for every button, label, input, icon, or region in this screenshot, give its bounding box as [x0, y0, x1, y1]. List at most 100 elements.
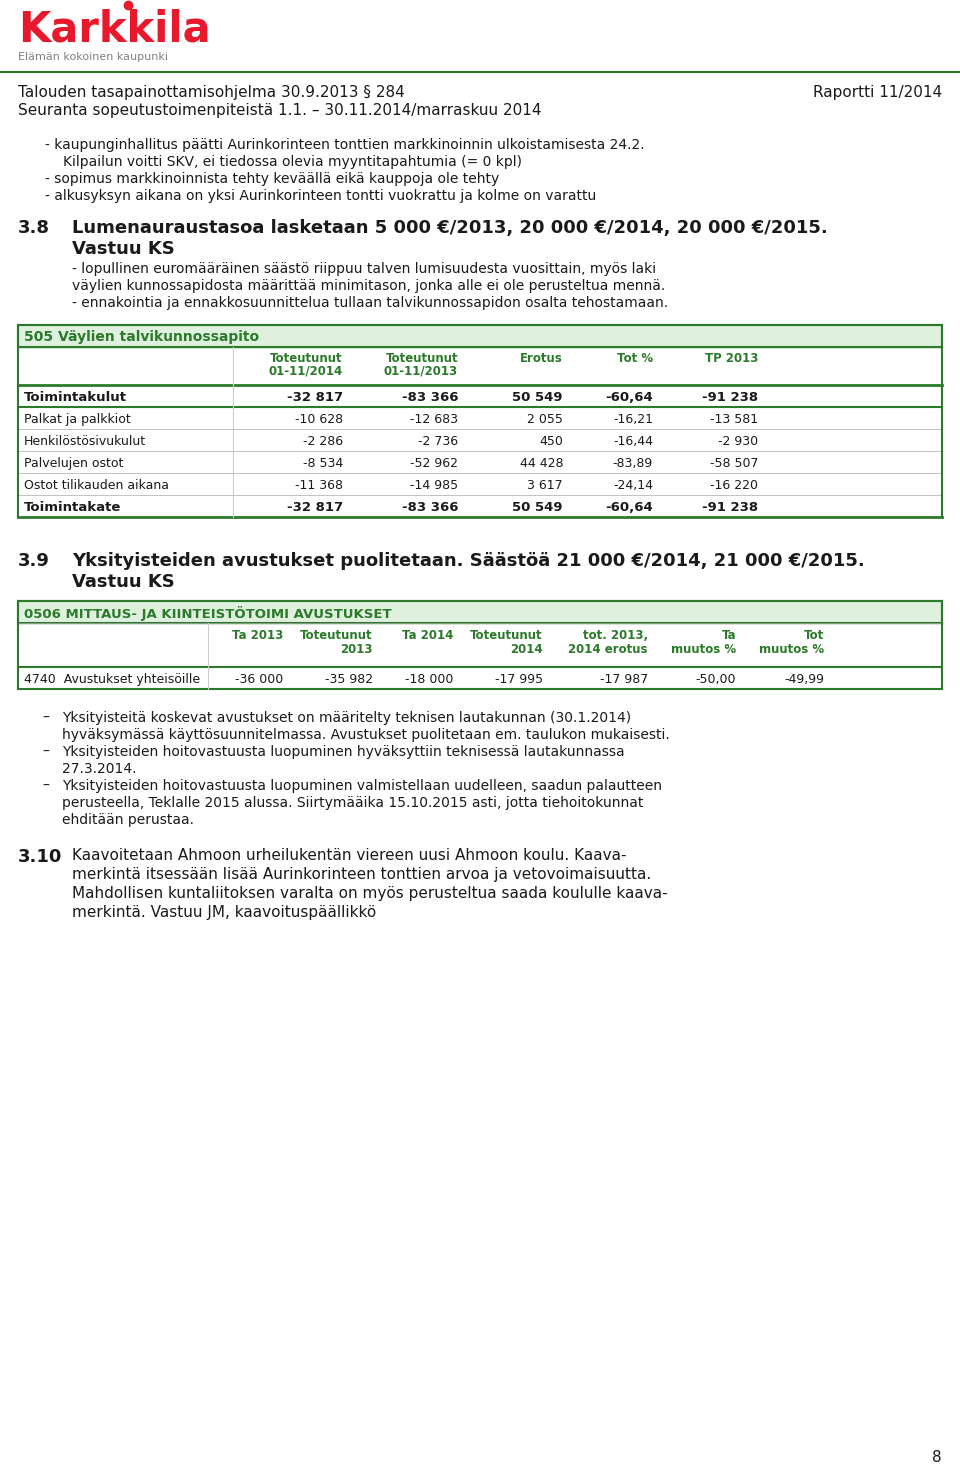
Text: -91 238: -91 238 [702, 501, 758, 514]
Text: tot. 2013,: tot. 2013, [583, 628, 648, 642]
Text: Yksityisteiden avustukset puolitetaan. Säästöä 21 000 €/2014, 21 000 €/2015.: Yksityisteiden avustukset puolitetaan. S… [72, 552, 865, 570]
Bar [18, 324, 942, 346]
Text: 2014: 2014 [511, 643, 543, 656]
Text: Yksityisteiden hoitovastuusta luopuminen hyväksyttiin teknisessä lautakunnassa: Yksityisteiden hoitovastuusta luopuminen… [62, 744, 625, 759]
Text: TP 2013: TP 2013 [705, 352, 758, 366]
Text: Tot %: Tot % [617, 352, 653, 366]
Text: muutos %: muutos % [671, 643, 736, 656]
Text: -60,64: -60,64 [605, 501, 653, 514]
Bar [18, 622, 942, 666]
Text: -83,89: -83,89 [612, 457, 653, 470]
Text: - sopimus markkinoinnista tehty keväällä eikä kauppoja ole tehty: - sopimus markkinoinnista tehty keväällä… [45, 172, 499, 186]
Text: Yksityisteiden hoitovastuusta luopuminen valmistellaan uudelleen, saadun palautt: Yksityisteiden hoitovastuusta luopuminen… [62, 780, 662, 793]
Text: 3.10: 3.10 [18, 849, 62, 866]
Bar [18, 495, 942, 517]
Text: –: – [42, 780, 49, 793]
Text: Ostot tilikauden aikana: Ostot tilikauden aikana [24, 479, 169, 492]
Text: 0506 MITTAUS- JA KIINTEISTÖTOIMI AVUSTUKSET: 0506 MITTAUS- JA KIINTEISTÖTOIMI AVUSTUK… [24, 606, 392, 621]
Text: 50 549: 50 549 [513, 501, 563, 514]
Text: - kaupunginhallitus päätti Aurinkorinteen tonttien markkinoinnin ulkoistamisesta: - kaupunginhallitus päätti Aurinkorintee… [45, 138, 644, 153]
Text: -91 238: -91 238 [702, 390, 758, 404]
Bar [18, 666, 942, 688]
Text: 50 549: 50 549 [513, 390, 563, 404]
Text: -2 736: -2 736 [418, 435, 458, 448]
Text: 2014 erotus: 2014 erotus [568, 643, 648, 656]
Text: Karkkila: Karkkila [18, 7, 210, 50]
Text: Seuranta sopeutustoimenpiteistä 1.1. – 30.11.2014/marraskuu 2014: Seuranta sopeutustoimenpiteistä 1.1. – 3… [18, 103, 541, 117]
Text: Toimintakulut: Toimintakulut [24, 390, 127, 404]
Text: - ennakointia ja ennakkosuunnittelua tullaan talvikunnossapidon osalta tehostama: - ennakointia ja ennakkosuunnittelua tul… [72, 297, 668, 310]
Text: Lumenauraustasoa lasketaan 5 000 €/2013, 20 000 €/2014, 20 000 €/2015.: Lumenauraustasoa lasketaan 5 000 €/2013,… [72, 219, 828, 236]
Text: -16,21: -16,21 [613, 413, 653, 426]
Text: Toteutunut: Toteutunut [271, 352, 343, 366]
Text: -52 962: -52 962 [410, 457, 458, 470]
Text: Vastuu KS: Vastuu KS [72, 573, 175, 592]
Text: –: – [42, 711, 49, 725]
Text: Ta 2013: Ta 2013 [231, 628, 283, 642]
Text: Toteutunut: Toteutunut [470, 628, 543, 642]
Text: Kilpailun voitti SKV, ei tiedossa olevia myyntitapahtumia (= 0 kpl): Kilpailun voitti SKV, ei tiedossa olevia… [63, 156, 522, 169]
Text: -83 366: -83 366 [401, 501, 458, 514]
Bar [18, 346, 942, 385]
Text: merkintä itsessään lisää Aurinkorinteen tonttien arvoa ja vetovoimaisuutta.: merkintä itsessään lisää Aurinkorinteen … [72, 868, 651, 882]
Text: 2013: 2013 [341, 643, 373, 656]
Text: -83 366: -83 366 [401, 390, 458, 404]
Text: 4740  Avustukset yhteisöille: 4740 Avustukset yhteisöille [24, 672, 200, 686]
Text: Elämän kokoinen kaupunki: Elämän kokoinen kaupunki [18, 51, 168, 62]
Text: Talouden tasapainottamisohjelma 30.9.2013 § 284: Talouden tasapainottamisohjelma 30.9.201… [18, 85, 405, 100]
Text: Toimintakate: Toimintakate [24, 501, 121, 514]
Text: Ta: Ta [721, 628, 736, 642]
Text: Palvelujen ostot: Palvelujen ostot [24, 457, 124, 470]
Text: 27.3.2014.: 27.3.2014. [62, 762, 136, 777]
Text: Henkilöstösivukulut: Henkilöstösivukulut [24, 435, 146, 448]
Text: 3 617: 3 617 [527, 479, 563, 492]
Text: -49,99: -49,99 [784, 672, 824, 686]
Bar [18, 429, 942, 451]
Text: –: – [42, 744, 49, 759]
Text: merkintä. Vastuu JM, kaavoituspäällikkö: merkintä. Vastuu JM, kaavoituspäällikkö [72, 904, 376, 920]
Text: Mahdollisen kuntaliitoksen varalta on myös perusteltua saada koululle kaava-: Mahdollisen kuntaliitoksen varalta on my… [72, 887, 667, 901]
Text: -16,44: -16,44 [613, 435, 653, 448]
Text: -11 368: -11 368 [295, 479, 343, 492]
Text: 44 428: 44 428 [519, 457, 563, 470]
Text: 01-11/2013: 01-11/2013 [384, 366, 458, 377]
Text: Yksityisteitä koskevat avustukset on määritelty teknisen lautakunnan (30.1.2014): Yksityisteitä koskevat avustukset on mää… [62, 711, 631, 725]
Text: -17 987: -17 987 [600, 672, 648, 686]
Text: hyväksymässä käyttösuunnitelmassa. Avustukset puolitetaan em. taulukon mukaisest: hyväksymässä käyttösuunnitelmassa. Avust… [62, 728, 670, 741]
Text: Kaavoitetaan Ahmoon urheilukentän viereen uusi Ahmoon koulu. Kaava-: Kaavoitetaan Ahmoon urheilukentän vieree… [72, 849, 627, 863]
Text: -10 628: -10 628 [295, 413, 343, 426]
Text: Ta 2014: Ta 2014 [401, 628, 453, 642]
Text: -18 000: -18 000 [404, 672, 453, 686]
Text: -60,64: -60,64 [605, 390, 653, 404]
Text: Raportti 11/2014: Raportti 11/2014 [813, 85, 942, 100]
Text: 505 Väylien talvikunnossapito: 505 Väylien talvikunnossapito [24, 330, 259, 344]
Text: - lopullinen euromääräinen säästö riippuu talven lumisuudesta vuosittain, myös l: - lopullinen euromääräinen säästö riippu… [72, 261, 656, 276]
Text: -24,14: -24,14 [613, 479, 653, 492]
Text: -8 534: -8 534 [302, 457, 343, 470]
Bar [18, 451, 942, 473]
Text: Toteutunut: Toteutunut [300, 628, 373, 642]
Text: muutos %: muutos % [758, 643, 824, 656]
Bar [18, 600, 942, 622]
Text: Tot: Tot [804, 628, 824, 642]
Text: - alkusyksyn aikana on yksi Aurinkorinteen tontti vuokrattu ja kolme on varattu: - alkusyksyn aikana on yksi Aurinkorinte… [45, 189, 596, 203]
Text: -13 581: -13 581 [709, 413, 758, 426]
Text: Vastuu KS: Vastuu KS [72, 239, 175, 258]
Text: -32 817: -32 817 [287, 390, 343, 404]
Text: -17 995: -17 995 [494, 672, 543, 686]
Text: -14 985: -14 985 [410, 479, 458, 492]
Text: 2 055: 2 055 [527, 413, 563, 426]
Bar [18, 473, 942, 495]
Text: -16 220: -16 220 [710, 479, 758, 492]
Text: -58 507: -58 507 [709, 457, 758, 470]
Text: 01-11/2014: 01-11/2014 [269, 366, 343, 377]
Text: -2 286: -2 286 [302, 435, 343, 448]
Text: 450: 450 [540, 435, 563, 448]
Text: 8: 8 [932, 1450, 942, 1465]
Text: perusteella, Teklalle 2015 alussa. Siirtymääika 15.10.2015 asti, jotta tiehoitok: perusteella, Teklalle 2015 alussa. Siirt… [62, 796, 643, 810]
Text: -35 982: -35 982 [324, 672, 373, 686]
Bar [18, 385, 942, 407]
Text: Toteutunut: Toteutunut [385, 352, 458, 366]
Bar [18, 407, 942, 429]
Text: -50,00: -50,00 [695, 672, 736, 686]
